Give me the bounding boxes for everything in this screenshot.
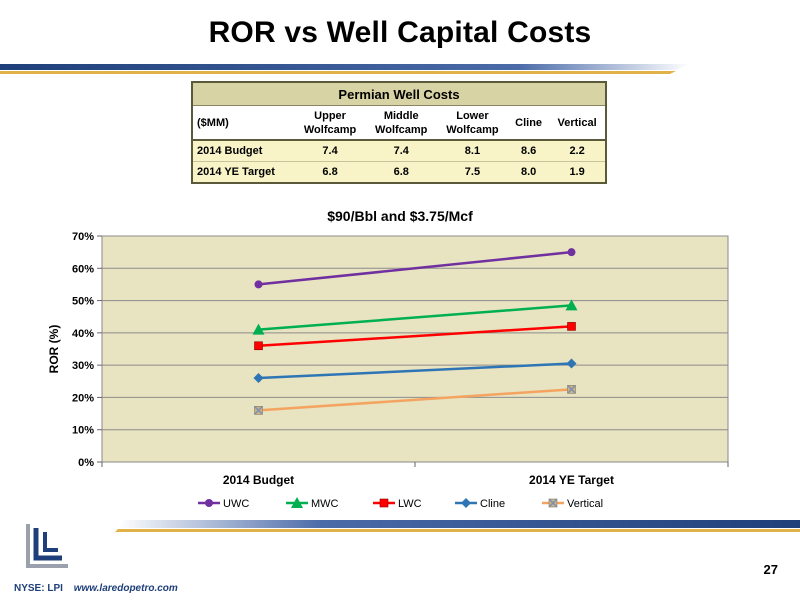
data-point-mwc: [565, 299, 578, 311]
series-line-mwc: [258, 304, 572, 331]
y-tick-label: 60%: [72, 263, 94, 275]
legend-label: Vertical: [567, 498, 603, 510]
column-header: Lower Wolfcamp: [436, 105, 509, 140]
y-tick-label: 70%: [72, 231, 94, 243]
table-cell: 6.8: [365, 161, 437, 183]
legend-label: UWC: [223, 498, 249, 510]
y-tick-label: 40%: [72, 328, 94, 340]
plot-area: [101, 235, 729, 463]
table-cell: 2.2: [549, 139, 606, 162]
legend-label: MWC: [311, 498, 339, 510]
series-line-lwc: [258, 325, 572, 348]
table-row: 2014 YE Target 6.8 6.8 7.5 8.0 1.9: [192, 161, 606, 183]
row-label: 2014 YE Target: [192, 161, 295, 183]
data-point-uwc: [254, 280, 263, 289]
table-caption: Permian Well Costs: [192, 82, 606, 106]
chart-title: $90/Bbl and $3.75/Mcf: [327, 208, 473, 224]
legend-marker: [291, 497, 303, 508]
header-band: [0, 64, 690, 74]
unit-label: ($MM): [192, 105, 295, 140]
legend-label: Cline: [480, 498, 505, 510]
table-row: 2014 Budget 7.4 7.4 8.1 8.6 2.2: [192, 139, 606, 162]
data-point-cline: [566, 358, 577, 369]
table-cell: 8.6: [508, 139, 550, 162]
x-tick-label: 2014 YE Target: [529, 473, 614, 487]
data-point-uwc: [567, 248, 576, 257]
data-point-mwc: [252, 323, 265, 335]
table-cell: 7.5: [436, 161, 509, 183]
column-header: Upper Wolfcamp: [294, 105, 366, 140]
x-tick-label: 2014 Budget: [223, 473, 294, 487]
y-tick-label: 20%: [72, 392, 94, 404]
data-point-vertical: [567, 384, 576, 394]
legend-marker: [548, 498, 558, 508]
table-cell: 7.4: [294, 139, 366, 162]
footer-band: [115, 520, 800, 532]
footer: NYSE: LPI www.laredopetro.com: [14, 583, 178, 594]
series-line-uwc: [258, 250, 572, 286]
column-header: Middle Wolfcamp: [365, 105, 437, 140]
y-tick-label: 10%: [72, 425, 94, 437]
column-header: Vertical: [549, 105, 606, 140]
series-line-vertical: [258, 388, 572, 412]
page-title: ROR vs Well Capital Costs: [208, 16, 592, 49]
permian-well-costs-table: Permian Well Costs ($MM) Upper Wolfcamp M…: [191, 81, 607, 184]
footer-ticker: NYSE: LPI: [14, 583, 63, 594]
legend-marker: [205, 499, 213, 507]
column-header: Cline: [508, 105, 550, 140]
data-point-lwc: [254, 341, 263, 351]
y-tick-label: 30%: [72, 360, 94, 372]
data-point-vertical: [254, 405, 263, 415]
table-cell: 8.0: [508, 161, 550, 183]
legend-marker: [461, 498, 471, 508]
footer-url[interactable]: www.laredopetro.com: [73, 583, 178, 594]
data-point-cline: [253, 373, 264, 384]
table-cell: 1.9: [549, 161, 606, 183]
y-axis-label: ROR (%): [47, 325, 61, 374]
data-point-lwc: [567, 322, 576, 331]
y-tick-label: 0%: [78, 457, 94, 469]
legend-label: LWC: [398, 498, 422, 510]
company-logo: [26, 524, 68, 568]
series-line-cline: [258, 362, 572, 380]
table-cell: 7.4: [365, 139, 437, 162]
table-cell: 6.8: [294, 161, 366, 183]
legend-marker: [379, 498, 389, 508]
y-tick-label: 50%: [72, 296, 94, 308]
page-number: 27: [763, 562, 778, 577]
table-cell: 8.1: [436, 139, 509, 162]
row-label: 2014 Budget: [192, 139, 295, 162]
